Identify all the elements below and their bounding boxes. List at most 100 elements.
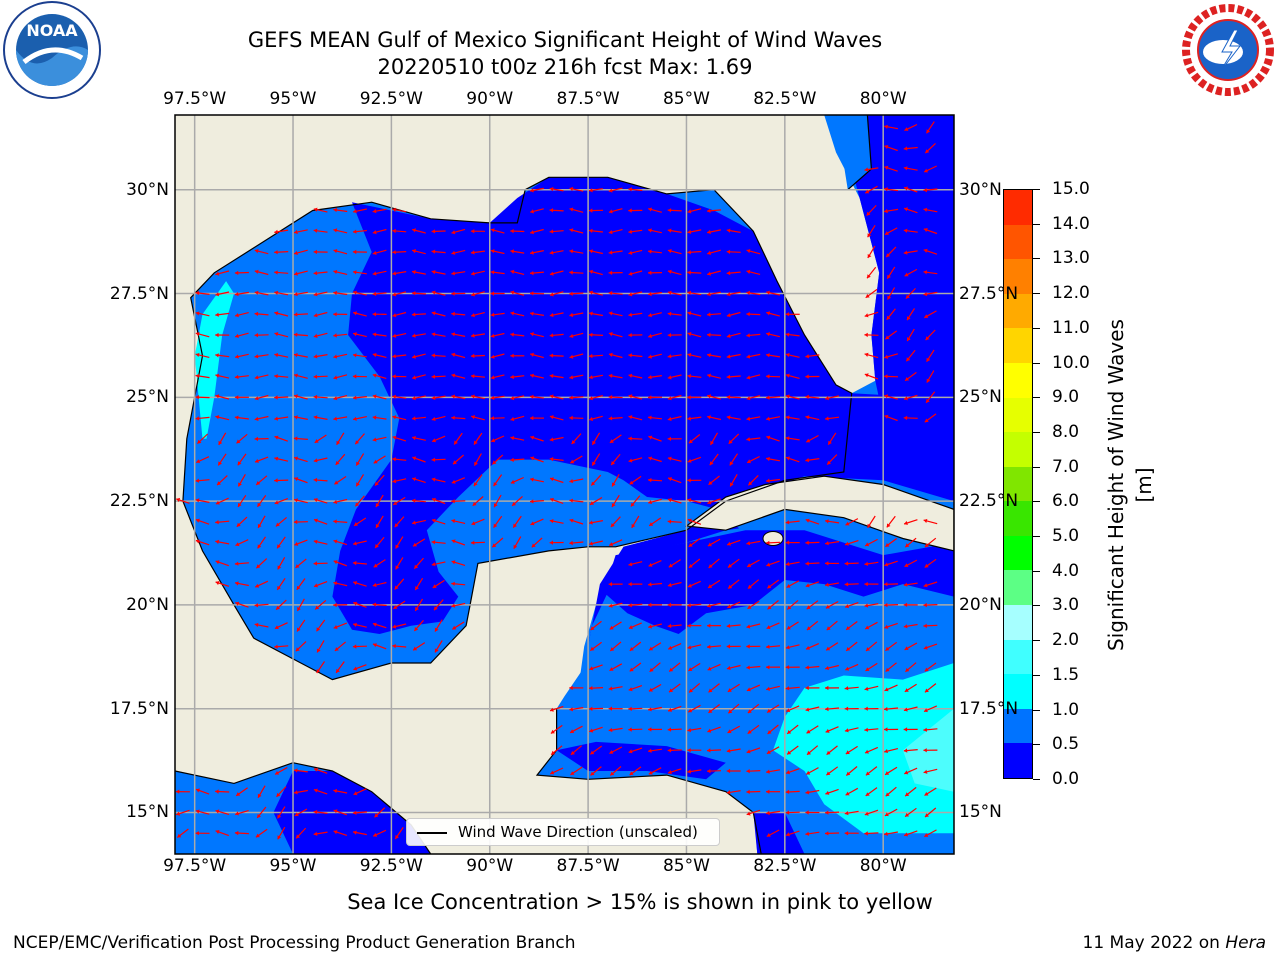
wave-direction-arrowhead bbox=[530, 332, 534, 337]
wave-direction-arrowhead bbox=[887, 274, 891, 279]
wave-direction-arrowhead bbox=[510, 249, 514, 254]
wave-direction-arrowhead bbox=[825, 519, 829, 524]
wave-direction-arrowhead bbox=[904, 272, 909, 277]
legend-line-icon bbox=[417, 832, 447, 834]
wave-direction-arrowhead bbox=[884, 394, 889, 399]
wave-direction-arrowhead bbox=[687, 498, 692, 503]
wave-direction-arrowhead bbox=[726, 665, 731, 671]
wave-direction-arrowhead bbox=[274, 311, 279, 316]
colorbar-tick-mark bbox=[1033, 327, 1040, 329]
wave-direction-arrowhead bbox=[806, 605, 811, 610]
cuba-land bbox=[684, 475, 954, 552]
wave-direction-arrowhead bbox=[372, 437, 377, 442]
lat-tick-label-left: 17.5°N bbox=[109, 698, 169, 719]
wave-direction-arrowhead bbox=[412, 249, 416, 254]
wave-direction-arrowhead bbox=[707, 208, 711, 213]
wave-direction-arrowhead bbox=[569, 540, 573, 546]
wave-direction-arrowhead bbox=[589, 228, 593, 233]
wave-direction-arrowhead bbox=[569, 518, 574, 523]
wave-direction-arrowhead bbox=[825, 790, 830, 795]
wave-direction-arrowhead bbox=[805, 665, 809, 670]
wave-direction-arrowhead bbox=[374, 813, 379, 818]
wave-direction-arrowhead bbox=[570, 750, 575, 755]
wave-direction-arrowhead bbox=[353, 229, 357, 234]
wave-direction-arrowhead bbox=[195, 478, 200, 483]
wave-direction-arrowhead bbox=[293, 436, 298, 441]
wave-direction-arrowhead bbox=[333, 228, 338, 233]
wave-direction-arrowhead bbox=[570, 729, 575, 733]
wave-direction-arrowhead bbox=[218, 440, 223, 445]
wave-direction-arrowhead bbox=[492, 543, 497, 548]
wave-direction-arrowhead bbox=[728, 439, 733, 444]
wave-direction-arrowhead bbox=[412, 375, 416, 380]
wave-direction-arrowhead bbox=[648, 333, 652, 338]
wave-direction-arrowhead bbox=[649, 667, 654, 672]
wave-direction-arrowhead bbox=[569, 415, 573, 421]
lon-tick-label-bottom: 95°W bbox=[269, 856, 317, 876]
colorbar-tick-mark bbox=[1033, 605, 1040, 607]
wave-direction-arrowhead bbox=[707, 415, 711, 420]
wave-direction-arrowhead bbox=[276, 792, 281, 797]
wave-direction-arrowhead bbox=[471, 313, 475, 318]
wave-direction-arrowhead bbox=[333, 249, 338, 254]
wave-direction-arrowhead bbox=[669, 667, 674, 672]
wave-direction-arrowhead bbox=[589, 728, 594, 733]
colorbar-tick-label: 8.0 bbox=[1052, 421, 1080, 442]
wave-direction-arrowhead bbox=[490, 291, 494, 296]
noaa-logo-icon: NOAA bbox=[3, 1, 101, 99]
wave-direction-arrowhead bbox=[490, 333, 495, 338]
wave-direction-arrowhead bbox=[608, 352, 613, 357]
wave-direction-arrowhead bbox=[254, 416, 259, 421]
wave-direction-arrowhead bbox=[375, 544, 379, 548]
colorbar-label: Significant Height of Wind Waves [m] bbox=[1104, 319, 1156, 651]
wave-direction-arrowhead bbox=[726, 415, 731, 420]
wave-direction-arrowhead bbox=[648, 291, 652, 297]
wave-direction-arrowhead bbox=[336, 440, 341, 445]
wave-direction-arrowhead bbox=[766, 769, 770, 774]
colorbar-tick-mark bbox=[1033, 570, 1040, 572]
wave-direction-arrowhead bbox=[667, 456, 672, 461]
wave-direction-arrowhead bbox=[608, 311, 613, 316]
wave-direction-arrowhead bbox=[471, 415, 475, 420]
wave-direction-arrowhead bbox=[313, 271, 318, 276]
wave-direction-arrowhead bbox=[667, 249, 672, 254]
wave-direction-arrowhead bbox=[864, 811, 869, 816]
wave-direction-arrowhead bbox=[372, 230, 377, 235]
wave-direction-arrowhead bbox=[687, 623, 691, 628]
wave-direction-arrowhead bbox=[434, 627, 439, 632]
wave-direction-arrowhead bbox=[766, 416, 770, 421]
wave-direction-arrowhead bbox=[648, 770, 653, 775]
wave-direction-arrowhead bbox=[903, 146, 908, 151]
wave-direction-arrowhead bbox=[352, 249, 357, 255]
wave-direction-arrowhead bbox=[549, 187, 554, 192]
wave-direction-arrowhead bbox=[234, 270, 239, 275]
wave-direction-arrowhead bbox=[608, 603, 613, 608]
wave-direction-arrowhead bbox=[609, 667, 614, 671]
colorbar-tick-label: 1.0 bbox=[1052, 699, 1080, 720]
wave-direction-arrowhead bbox=[904, 207, 908, 212]
wave-direction-arrowhead bbox=[785, 373, 790, 378]
wave-direction-arrowhead bbox=[726, 333, 731, 338]
wave-direction-arrowhead bbox=[648, 375, 652, 380]
colorbar-segment bbox=[1004, 501, 1032, 536]
wave-direction-arrowhead bbox=[844, 811, 849, 816]
wave-direction-arrowhead bbox=[608, 209, 613, 214]
wave-direction-arrowhead bbox=[176, 811, 181, 816]
wave-direction-arrowhead bbox=[805, 415, 810, 420]
wave-direction-arrowhead bbox=[687, 769, 692, 774]
wave-direction-arrowhead bbox=[923, 248, 928, 253]
wave-direction-arrowhead bbox=[629, 771, 634, 775]
wave-direction-arrowhead bbox=[316, 648, 321, 653]
wave-direction-arrowhead bbox=[549, 437, 554, 442]
wave-direction-arrowhead bbox=[746, 665, 750, 670]
wave-direction-arrowhead bbox=[215, 539, 220, 544]
wave-direction-arrowhead bbox=[569, 375, 574, 380]
wave-direction-arrowhead bbox=[905, 377, 910, 381]
wave-direction-arrowhead bbox=[648, 456, 653, 461]
wave-direction-arrowhead bbox=[884, 354, 889, 359]
wave-direction-arrowhead bbox=[274, 270, 278, 275]
wave-direction-arrowhead bbox=[845, 604, 849, 609]
wave-direction-arrowhead bbox=[766, 290, 770, 295]
wave-direction-arrowhead bbox=[924, 543, 929, 547]
wave-direction-arrowhead bbox=[590, 771, 595, 776]
